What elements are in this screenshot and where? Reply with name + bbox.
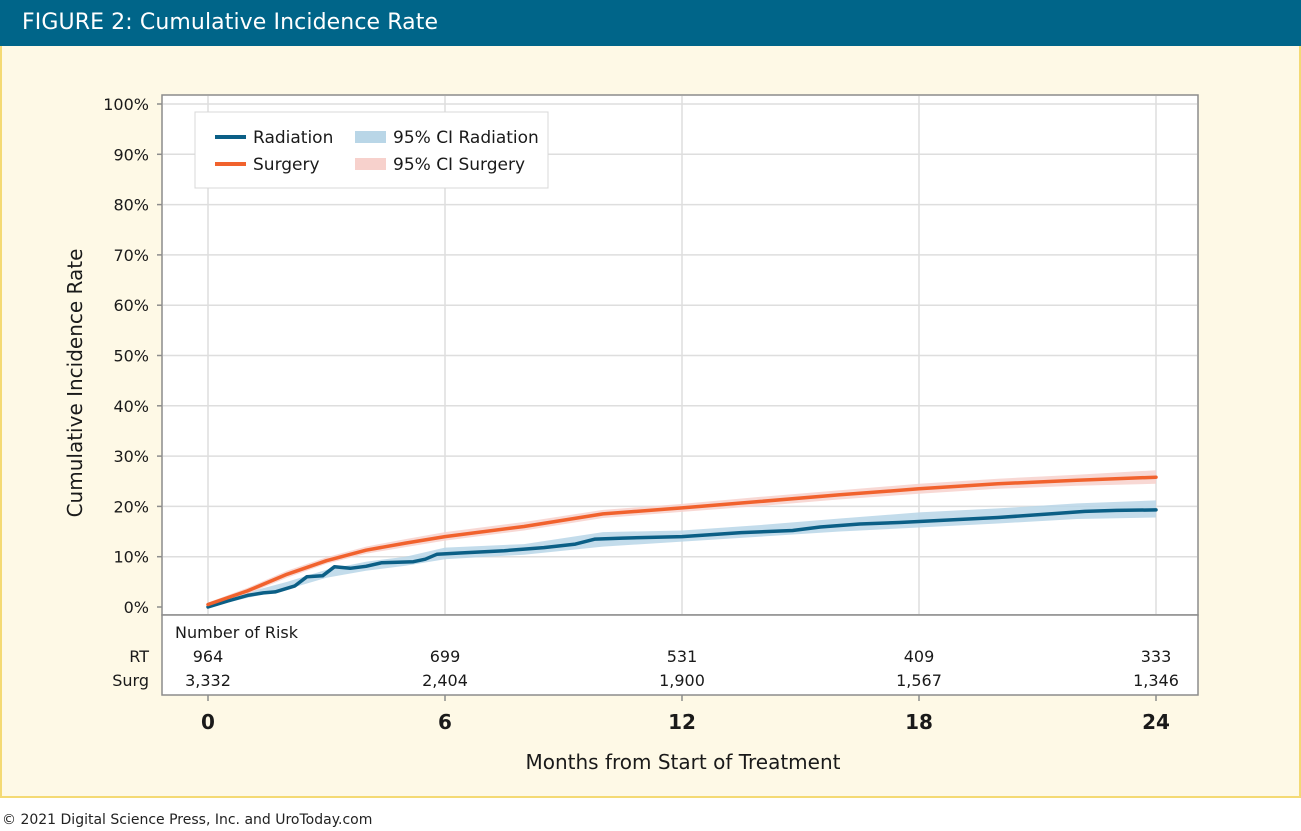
y-tick-label: 60% (113, 296, 149, 315)
risk-value-rt: 699 (430, 647, 461, 666)
risk-table-area (161, 614, 1199, 696)
legend-ci-surgery-label: 95% CI Surgery (393, 155, 525, 175)
y-axis-ticks: 0% 10% 20% 30% 40% 50% 60% 70% 80% 90% 100% (103, 95, 162, 617)
y-tick-label: 30% (113, 447, 149, 466)
risk-value-rt: 964 (193, 647, 224, 666)
ci-band-radiation (208, 500, 1156, 607)
risk-value-surg: 1,346 (1133, 671, 1179, 690)
x-axis-label: Months from Start of Treatment (526, 750, 841, 774)
x-tick-label: 24 (1142, 710, 1170, 734)
y-tick-label: 20% (113, 497, 149, 516)
y-tick-label: 0% (124, 598, 149, 617)
x-tick-label: 6 (438, 710, 452, 734)
legend-ci-surgery-swatch (355, 158, 386, 170)
series-line-radiation (206, 508, 1158, 609)
risk-value-rt: 531 (667, 647, 698, 666)
risk-table-values: 964 699 531 409 333 3,332 2,404 1,900 1,567 1,346 (185, 647, 1179, 690)
legend-box (194, 111, 549, 189)
risk-value-surg: 3,332 (185, 671, 231, 690)
legend-ci-radiation-label: 95% CI Radiation (393, 128, 539, 148)
y-tick-label: 80% (113, 196, 149, 215)
y-tick-label: 50% (113, 347, 149, 366)
legend-radiation-label: Radiation (253, 128, 333, 148)
risk-value-surg: 1,900 (659, 671, 705, 690)
series-lines (206, 475, 1158, 609)
legend: Radiation Surgery 95% CI Radiation 95% C… (194, 111, 549, 189)
ci-band-surgery (208, 470, 1156, 607)
y-tick-label: 70% (113, 246, 149, 265)
y-tick-label: 10% (113, 548, 149, 567)
y-tick-label: 40% (113, 397, 149, 416)
risk-row-label-rt: RT (129, 647, 149, 666)
risk-value-surg: 2,404 (422, 671, 468, 690)
copyright-notice: © 2021 Digital Science Press, Inc. and U… (2, 812, 373, 828)
risk-row-label-surg: Surg (112, 671, 149, 690)
x-tick-label: 18 (905, 710, 933, 734)
legend-ci-radiation-swatch (355, 131, 386, 143)
risk-value-surg: 1,567 (896, 671, 942, 690)
y-tick-label: 90% (113, 145, 149, 164)
y-axis-label: Cumulative Incidence Rate (63, 249, 87, 518)
risk-value-rt: 409 (904, 647, 935, 666)
series-line-surgery (206, 475, 1158, 607)
x-tick-label: 12 (668, 710, 696, 734)
figure-title: FIGURE 2: Cumulative Incidence Rate (22, 10, 439, 35)
risk-value-rt: 333 (1141, 647, 1172, 666)
x-axis-ticks: 0 6 12 18 24 (201, 695, 1170, 734)
risk-table-title: Number of Risk (175, 623, 299, 642)
y-tick-label: 100% (103, 95, 149, 114)
ci-bands (208, 470, 1156, 607)
legend-surgery-label: Surgery (253, 155, 320, 175)
figure-header: FIGURE 2: Cumulative Incidence Rate (0, 0, 1301, 46)
x-tick-label: 0 (201, 710, 215, 734)
